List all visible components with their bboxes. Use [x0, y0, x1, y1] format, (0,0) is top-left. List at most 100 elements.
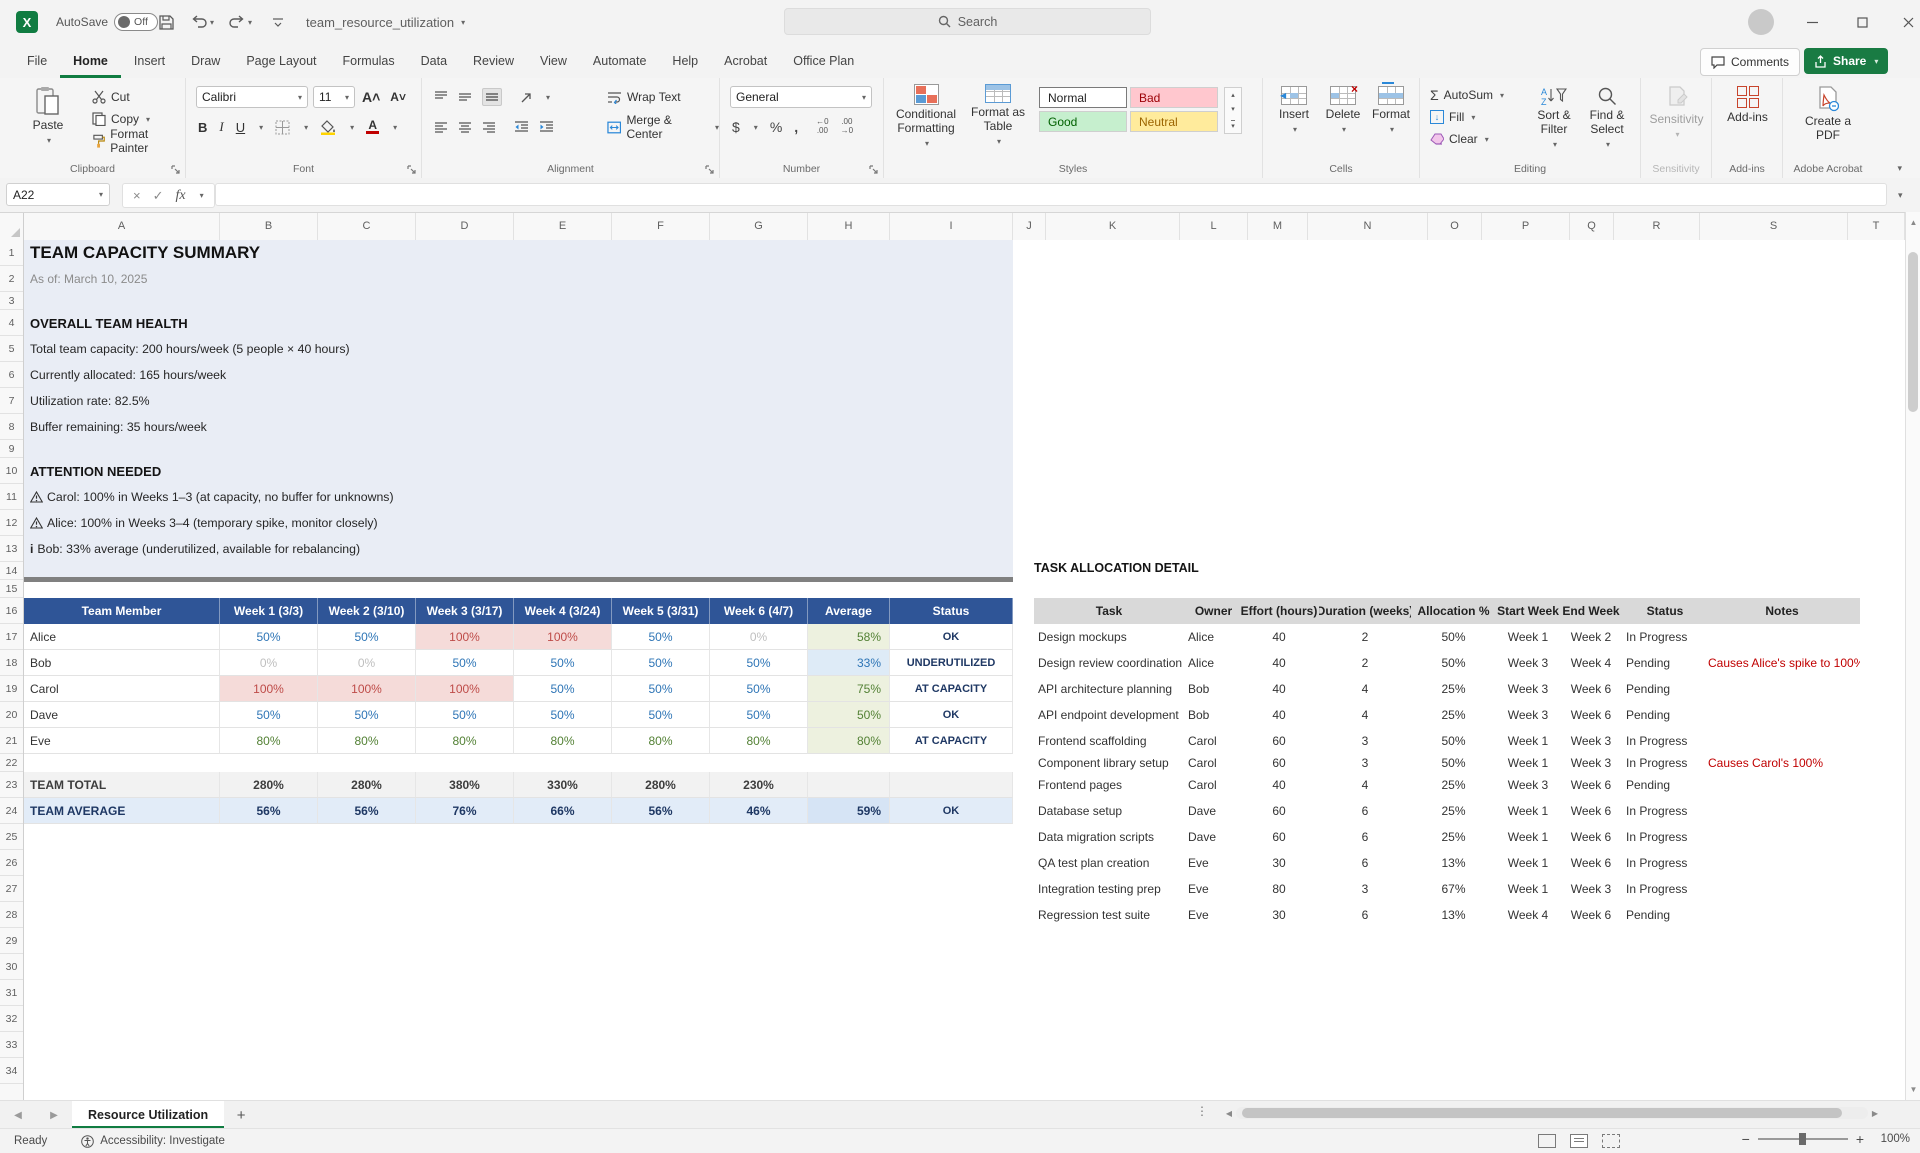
- scroll-left-icon[interactable]: ◀: [1225, 1108, 1233, 1118]
- owner-cell[interactable]: Bob: [1188, 708, 1210, 722]
- task-row[interactable]: API architecture planning Bob 40 4 25% Week 3…: [1034, 676, 1860, 702]
- effort-cell[interactable]: 60: [1272, 734, 1286, 748]
- zoom-slider-thumb[interactable]: [1798, 1133, 1806, 1145]
- start-week-cell[interactable]: Week 3: [1507, 778, 1549, 792]
- fill-color-caret[interactable]: ▾: [350, 122, 355, 132]
- cancel-entry-icon[interactable]: ×: [133, 188, 141, 203]
- week-cell[interactable]: 56%: [220, 798, 318, 824]
- column-header-Q[interactable]: Q: [1570, 213, 1614, 240]
- start-week-cell[interactable]: Week 3: [1507, 708, 1549, 722]
- week-cell[interactable]: 50%: [220, 624, 318, 650]
- average-cell[interactable]: 59%: [808, 798, 890, 824]
- capacity-row-alice[interactable]: Alice 50% 50% 100% 100% 50% 0% 58% OK: [24, 624, 1013, 650]
- clipboard-dialog-launcher[interactable]: [171, 165, 180, 174]
- notes-cell[interactable]: [1704, 876, 1860, 902]
- column-header-E[interactable]: E: [514, 213, 612, 240]
- column-header-M[interactable]: M: [1248, 213, 1308, 240]
- member-name-cell[interactable]: TEAM AVERAGE: [24, 798, 220, 824]
- week-cell[interactable]: 76%: [416, 798, 514, 824]
- task-status-cell[interactable]: Pending: [1626, 682, 1671, 696]
- effort-cell[interactable]: 60: [1272, 756, 1286, 770]
- currency-format-button[interactable]: $: [732, 119, 740, 135]
- align-middle-icon[interactable]: [458, 91, 472, 103]
- style-good[interactable]: Good: [1039, 111, 1127, 132]
- customize-quick-access-icon[interactable]: [272, 0, 284, 44]
- row-header-27[interactable]: 27: [0, 876, 23, 902]
- add-sheet-button[interactable]: +: [236, 1106, 246, 1124]
- average-cell[interactable]: 58%: [808, 624, 890, 650]
- row-header-9[interactable]: 9: [0, 440, 23, 458]
- task-header-end-week[interactable]: End Week: [1560, 598, 1622, 624]
- week-cell[interactable]: 50%: [710, 676, 808, 702]
- end-week-cell[interactable]: Week 6: [1570, 908, 1612, 922]
- duration-cell[interactable]: 3: [1361, 882, 1369, 896]
- horizontal-scroll-thumb[interactable]: [1242, 1108, 1842, 1118]
- find-select-button[interactable]: Find & Select ▾: [1583, 86, 1631, 149]
- capacity-header-week-1-3-3-[interactable]: Week 1 (3/3): [220, 598, 318, 624]
- week-cell[interactable]: 100%: [416, 676, 514, 702]
- end-week-cell[interactable]: Week 6: [1570, 830, 1612, 844]
- format-as-table-button[interactable]: Format as Table ▾: [968, 84, 1028, 146]
- week-cell[interactable]: 80%: [318, 728, 416, 754]
- column-header-N[interactable]: N: [1308, 213, 1428, 240]
- end-week-cell[interactable]: Week 3: [1570, 882, 1612, 896]
- duration-cell[interactable]: 6: [1361, 830, 1369, 844]
- task-name-cell[interactable]: Design mockups: [1038, 630, 1127, 644]
- task-status-cell[interactable]: Pending: [1626, 656, 1671, 670]
- capacity-header-week-6-4-7-[interactable]: Week 6 (4/7): [710, 598, 808, 624]
- sheet-nav-left-icon[interactable]: ◀: [14, 1109, 22, 1121]
- alignment-dialog-launcher[interactable]: [705, 165, 714, 174]
- member-name-cell[interactable]: Eve: [24, 728, 220, 754]
- column-header-G[interactable]: G: [710, 213, 808, 240]
- notes-cell[interactable]: [1704, 676, 1860, 702]
- tab-formulas[interactable]: Formulas: [342, 54, 395, 68]
- allocation-cell[interactable]: 25%: [1441, 804, 1466, 818]
- zoom-percentage[interactable]: 100%: [1880, 1133, 1910, 1145]
- task-name-cell[interactable]: Regression test suite: [1038, 908, 1151, 922]
- borders-caret[interactable]: ▾: [304, 122, 309, 132]
- row-header-29[interactable]: 29: [0, 928, 23, 954]
- row-header-3[interactable]: 3: [0, 292, 23, 310]
- status-cell[interactable]: OK: [890, 798, 1013, 824]
- avatar[interactable]: [1748, 9, 1774, 35]
- task-row[interactable]: Frontend scaffolding Carol 60 3 50% Week 1 Wee…: [1034, 728, 1860, 754]
- allocation-cell[interactable]: 25%: [1441, 682, 1466, 696]
- week-cell[interactable]: 50%: [612, 624, 710, 650]
- row-header-33[interactable]: 33: [0, 1032, 23, 1058]
- owner-cell[interactable]: Bob: [1188, 682, 1210, 696]
- borders-button[interactable]: [275, 120, 290, 135]
- tab-acrobat[interactable]: Acrobat: [724, 54, 768, 68]
- end-week-cell[interactable]: Week 6: [1570, 804, 1612, 818]
- allocation-cell[interactable]: 50%: [1441, 630, 1466, 644]
- owner-cell[interactable]: Carol: [1188, 778, 1217, 792]
- column-header-P[interactable]: P: [1482, 213, 1570, 240]
- task-header-notes[interactable]: Notes: [1704, 598, 1860, 624]
- decrease-decimal-button[interactable]: .00 →0: [840, 117, 854, 135]
- allocation-cell[interactable]: 50%: [1441, 656, 1466, 670]
- undo-button[interactable]: ▾: [190, 0, 214, 44]
- effort-cell[interactable]: 40: [1272, 656, 1286, 670]
- week-cell[interactable]: 0%: [318, 650, 416, 676]
- duration-cell[interactable]: 6: [1361, 804, 1369, 818]
- autosum-button[interactable]: Σ AutoSum ▾: [1430, 87, 1505, 103]
- capacity-row-team-average[interactable]: TEAM AVERAGE 56% 56% 76% 66% 56% 46% 59% OK: [24, 798, 1013, 824]
- effort-cell[interactable]: 80: [1272, 882, 1286, 896]
- status-cell[interactable]: UNDERUTILIZED: [890, 650, 1013, 676]
- row-header-28[interactable]: 28: [0, 902, 23, 928]
- close-button[interactable]: [1886, 0, 1920, 44]
- task-row[interactable]: Data migration scripts Dave 60 6 25% Week 1 We…: [1034, 824, 1860, 850]
- column-header-O[interactable]: O: [1428, 213, 1482, 240]
- task-row[interactable]: API endpoint development Bob 40 4 25% Week 3 W…: [1034, 702, 1860, 728]
- row-header-30[interactable]: 30: [0, 954, 23, 980]
- average-cell[interactable]: 50%: [808, 702, 890, 728]
- capacity-header-week-3-3-17-[interactable]: Week 3 (3/17): [416, 598, 514, 624]
- task-name-cell[interactable]: Database setup: [1038, 804, 1123, 818]
- summary-line-row-13[interactable]: i Bob: 33% average (underutilized, availa…: [30, 536, 360, 562]
- cut-button[interactable]: Cut: [92, 86, 130, 108]
- capacity-header-status[interactable]: Status: [890, 598, 1013, 624]
- paste-button[interactable]: Paste ▾: [22, 86, 74, 145]
- start-week-cell[interactable]: Week 3: [1507, 682, 1549, 696]
- effort-cell[interactable]: 40: [1272, 630, 1286, 644]
- align-right-icon[interactable]: [482, 121, 496, 133]
- week-cell[interactable]: 80%: [710, 728, 808, 754]
